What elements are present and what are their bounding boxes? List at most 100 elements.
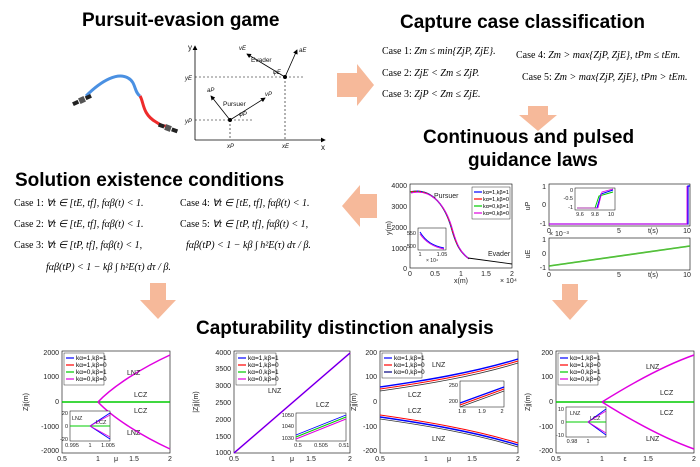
panel3-xlabel: μ	[447, 456, 451, 463]
svg-text:1: 1	[88, 443, 91, 449]
svg-text:-10: -10	[556, 433, 564, 439]
svg-text:1040: 1040	[282, 424, 294, 430]
geo-pursuer-label: Pursuer	[223, 101, 247, 108]
svg-text:LNZ: LNZ	[127, 430, 141, 437]
existence-case-2: Case 2: ∀t ∈ [tE, tf], fαβ(t) < 1.	[14, 219, 144, 230]
svg-text:1.5: 1.5	[129, 456, 139, 463]
svg-text:LNZ: LNZ	[432, 362, 446, 369]
svg-text:3000: 3000	[215, 383, 231, 390]
svg-text:kα=1,kβ=0: kα=1,kβ=0	[483, 197, 509, 203]
svg-text:kα=0,kβ=1: kα=0,kβ=1	[248, 369, 279, 376]
trajectory-legend: kα=1,kβ=1 kα=1,kβ=0 kα=0,kβ=1 kα=0,kβ=0	[471, 186, 511, 220]
svg-text:kα=1,kβ=1: kα=1,kβ=1	[248, 355, 279, 362]
svg-text:kα=0,kβ=0: kα=0,kβ=0	[76, 376, 107, 383]
existence-case-5-extra: fαβ(tP) < 1 − kβ ∫ h²E(τ) dτ / β.	[186, 240, 311, 251]
svg-text:kα=0,kβ=0: kα=0,kβ=0	[570, 376, 601, 383]
svg-text:0: 0	[561, 420, 564, 426]
svg-text:1: 1	[424, 456, 428, 463]
svg-text:-2000: -2000	[41, 448, 59, 455]
svg-text:0.995: 0.995	[65, 443, 79, 449]
svg-text:0: 0	[542, 251, 546, 258]
svg-text:LNZ: LNZ	[570, 411, 581, 417]
svg-text:-20: -20	[60, 437, 68, 443]
svg-text:LNZ: LNZ	[72, 416, 83, 422]
svg-text:1050: 1050	[282, 413, 294, 419]
pursuer-trajectory	[84, 74, 141, 98]
control-plot: 1 0 -1 uP 0 5 10 t(s) 0 -0.5 -1 9.6 9.8 …	[525, 183, 691, 279]
svg-text:1: 1	[96, 456, 100, 463]
svg-text:5: 5	[617, 228, 621, 235]
panel4-ylabel: Zjj(m)	[525, 393, 532, 411]
svg-text:LCZ: LCZ	[660, 390, 674, 397]
heading-guidance-line2: guidance laws	[468, 150, 598, 171]
geo-xE: xE	[281, 144, 290, 150]
svg-text:2: 2	[516, 456, 520, 463]
svg-text:LNZ: LNZ	[268, 388, 282, 395]
svg-text:200: 200	[541, 350, 553, 357]
panel1-inset: LNZ LCZ 20 0 -20 0.995 1 1.005	[60, 410, 115, 449]
svg-text:-1000: -1000	[41, 424, 59, 431]
svg-text:2000: 2000	[391, 225, 407, 232]
heading-capture-classification: Capture case classification	[400, 12, 645, 33]
existence-case-5: Case 5: ∀t ∈ [tP, tf], fαβ(t) < 1,	[180, 219, 309, 230]
trajectory-pursuer-label: Pursuer	[434, 193, 459, 200]
existence-case-1: Case 1: ∀t ∈ [tE, tf], fαβ(t) < 1.	[14, 198, 144, 209]
svg-text:1: 1	[600, 456, 604, 463]
svg-text:0.5: 0.5	[551, 456, 561, 463]
svg-text:-200: -200	[539, 448, 553, 455]
capture-case-3: Case 3: ZjP < Zm ≤ ZjE.	[382, 89, 481, 100]
svg-text:LCZ: LCZ	[134, 392, 148, 399]
svg-text:0.5: 0.5	[375, 456, 385, 463]
geo-x-axis: x	[321, 143, 325, 152]
svg-text:1500: 1500	[215, 434, 231, 441]
svg-text:LCZ: LCZ	[408, 408, 422, 415]
svg-text:2000: 2000	[215, 417, 231, 424]
svg-text:0: 0	[408, 271, 412, 278]
svg-text:kα=0,kβ=1: kα=0,kβ=1	[570, 369, 601, 376]
control-inset: 0 -0.5 -1 9.6 9.8 10	[564, 187, 616, 218]
svg-text:0.505: 0.505	[314, 443, 328, 449]
arrow-right-top	[337, 64, 374, 106]
svg-text:0: 0	[373, 399, 377, 406]
capture-case-5: Case 5: Zm > max{ZjP, ZjE}, tPm > tEm.	[522, 72, 688, 83]
svg-text:2: 2	[500, 409, 503, 415]
panel3-ylabel: Zjj(m)	[351, 393, 358, 411]
control-top-ylabel: uP	[525, 201, 532, 210]
svg-text:1: 1	[271, 456, 275, 463]
panel1-xlabel: μ	[114, 456, 118, 463]
svg-text:kα=0,kβ=1: kα=0,kβ=1	[76, 369, 107, 376]
svg-text:1: 1	[418, 252, 421, 258]
analysis-panel-4: 200 100 0 -100 -200 Zjj(m) 0.5 1 1.5 2 ε…	[525, 350, 696, 463]
svg-text:0: 0	[403, 266, 407, 273]
panel1-legend: kα=1,kβ=1 kα=1,kβ=0 kα=0,kβ=1 kα=0,kβ=0	[63, 352, 107, 386]
control-top-xlabel: t(s)	[648, 228, 658, 235]
panel4-legend: kα=1,kβ=1 kα=1,kβ=0 kα=0,kβ=1 kα=0,kβ=0	[557, 352, 601, 386]
svg-text:kα=1,kβ=1: kα=1,kβ=1	[570, 355, 601, 362]
panel4-inset: LNZ LCZ 10 0 -10 0.98 1	[556, 406, 607, 445]
svg-text:2: 2	[348, 456, 352, 463]
svg-text:100: 100	[541, 374, 553, 381]
geo-xP: xP	[226, 144, 234, 150]
evader-trajectory	[138, 95, 167, 128]
geo-y-axis: y	[188, 43, 192, 52]
svg-text:1030: 1030	[282, 436, 294, 442]
svg-text:1.05: 1.05	[437, 252, 448, 258]
svg-text:10: 10	[608, 212, 614, 218]
geo-evader-label: Evader	[251, 57, 272, 64]
svg-text:1000: 1000	[215, 450, 231, 457]
svg-text:100: 100	[365, 374, 377, 381]
panel2-inset: 1050 1040 1030 0.5 0.505 0.51	[282, 412, 350, 449]
svg-text:LCZ: LCZ	[408, 392, 422, 399]
geo-phiP: φP	[239, 112, 247, 118]
trajectory-ylabel: y(m)	[386, 221, 393, 235]
svg-text:LNZ: LNZ	[646, 364, 660, 371]
svg-text:LCZ: LCZ	[590, 416, 601, 422]
svg-text:LCZ: LCZ	[134, 408, 148, 415]
svg-text:kα=1,kβ=0: kα=1,kβ=0	[248, 362, 279, 369]
panel2-legend: kα=1,kβ=1 kα=1,kβ=0 kα=0,kβ=1 kα=0,kβ=0	[235, 352, 279, 386]
svg-text:LCZ: LCZ	[96, 420, 107, 426]
svg-text:0.51: 0.51	[339, 443, 350, 449]
svg-text:0: 0	[547, 272, 551, 279]
geo-yP: yP	[184, 119, 192, 125]
